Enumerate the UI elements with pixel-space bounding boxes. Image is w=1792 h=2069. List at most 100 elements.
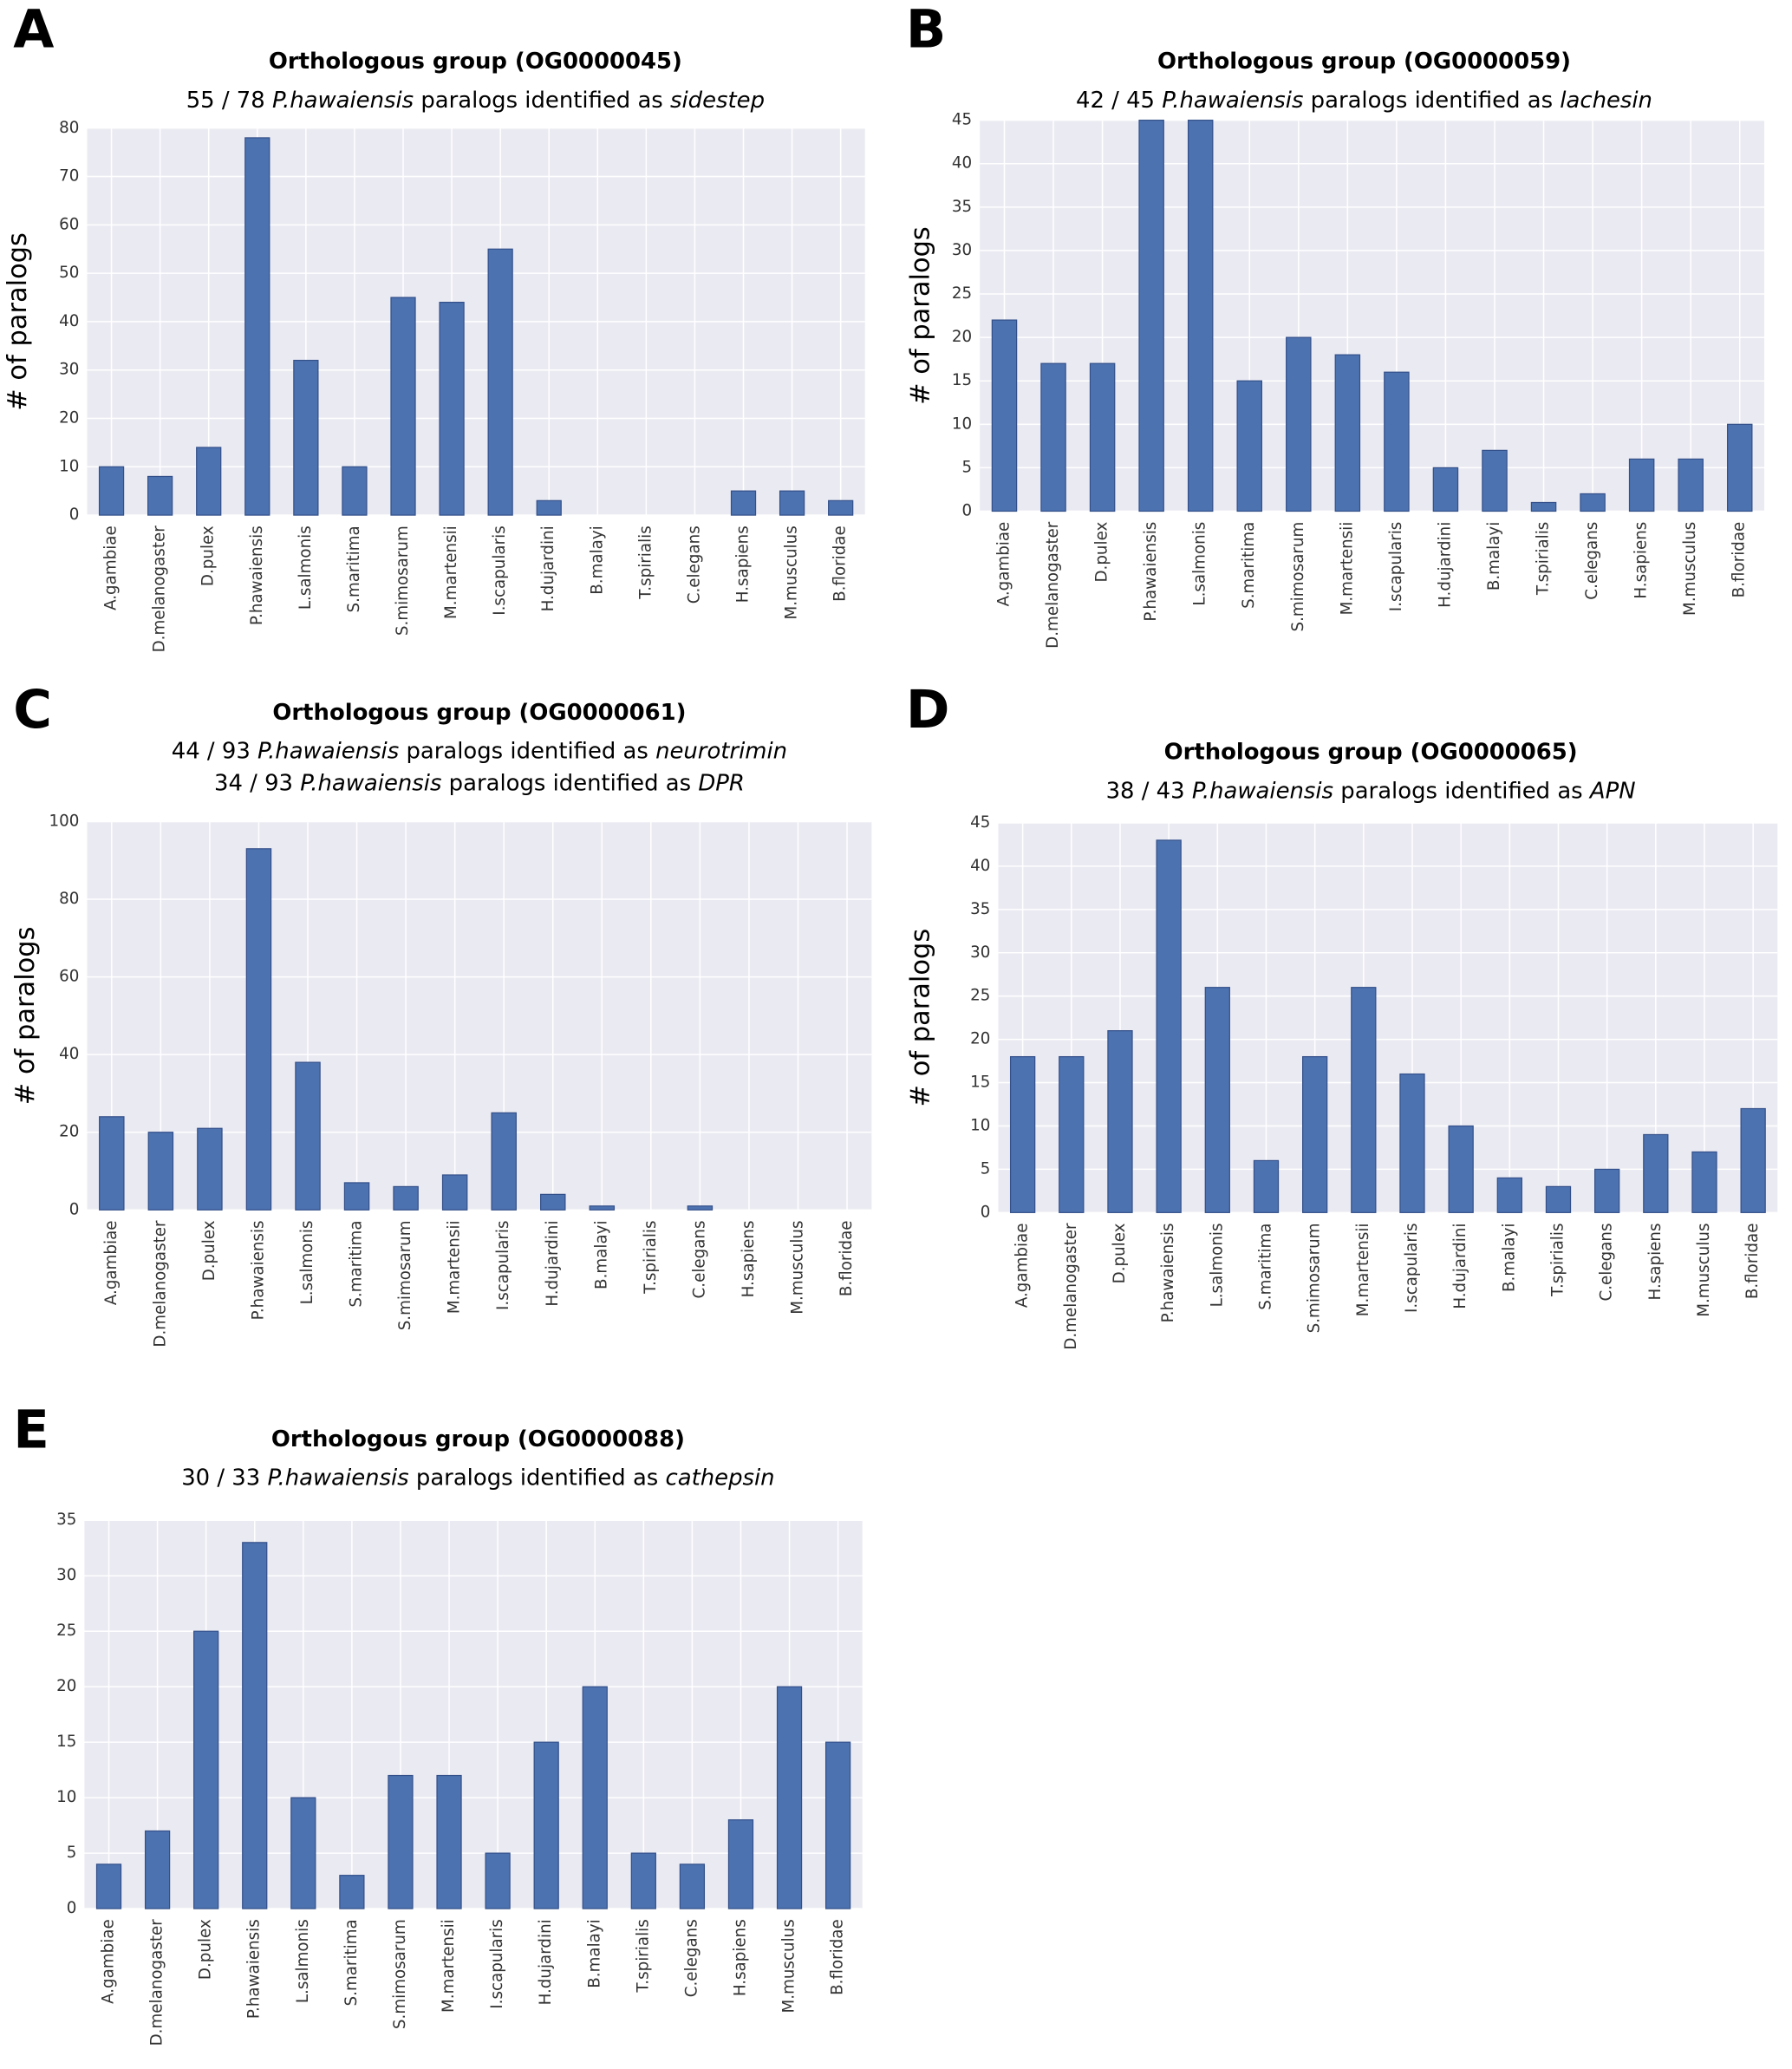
bar	[1351, 987, 1377, 1213]
subtitle-part: P.hawaiensis	[1162, 87, 1303, 113]
bar	[1678, 458, 1704, 512]
x-tick-label: P.hawaiensis	[1159, 1224, 1177, 1323]
x-tick-label: D.pulex	[199, 525, 218, 586]
y-tick-label: 0	[961, 502, 972, 520]
bar	[582, 1686, 608, 1909]
x-tick-label: T.spirialis	[1548, 1224, 1567, 1297]
bar	[1448, 1125, 1474, 1213]
bar	[439, 301, 465, 516]
y-tick-label: 40	[59, 1045, 79, 1063]
y-tick-label: 40	[59, 312, 79, 330]
x-tick-label: C.elegans	[682, 1919, 701, 1997]
y-tick-label: 25	[970, 987, 990, 1005]
y-tick-label: 15	[970, 1074, 990, 1092]
bar	[1334, 354, 1361, 512]
bar	[1138, 120, 1164, 512]
x-tick-label: T.spirialis	[634, 1919, 652, 1993]
bar	[393, 1185, 419, 1211]
x-tick-label: D.melanogaster	[151, 1220, 169, 1348]
x-tick-label: S.mimosarum	[394, 525, 412, 636]
y-tick-label: 25	[56, 1622, 76, 1640]
bar	[1482, 449, 1508, 512]
x-tick-label: H.dujardini	[1451, 1224, 1469, 1309]
bar	[1059, 1055, 1085, 1213]
y-tick-label: 5	[961, 458, 972, 476]
x-tick-label: A.gambiae	[102, 1220, 121, 1305]
bar	[533, 1741, 559, 1909]
bar	[536, 499, 562, 516]
y-tick-label: 30	[970, 943, 990, 962]
bar	[540, 1193, 566, 1211]
x-tick-label: H.sapiens	[731, 1919, 749, 1996]
bar	[1384, 371, 1410, 512]
x-tick-label: H.sapiens	[1632, 522, 1651, 599]
bar	[1580, 493, 1606, 512]
x-tick-label: I.scapularis	[1403, 1224, 1421, 1314]
subtitle-part: paralogs identified as	[414, 87, 670, 113]
y-tick-label: 5	[981, 1159, 991, 1178]
subtitle-part: P.hawaiensis	[267, 1465, 408, 1491]
bar	[1726, 423, 1753, 512]
bar	[779, 490, 805, 516]
subtitle-part: cathepsin	[666, 1465, 775, 1491]
x-tick-label: B.malayi	[1500, 1224, 1518, 1292]
bar	[342, 466, 368, 516]
bar	[193, 1630, 219, 1909]
x-tick-label: P.hawaiensis	[249, 1220, 267, 1320]
bar	[1643, 1133, 1669, 1213]
subtitle-part: 55 / 78	[186, 87, 272, 113]
bar	[828, 499, 854, 516]
x-tick-label: B.malayi	[588, 525, 606, 594]
x-tick-label: I.scapularis	[488, 1919, 506, 2009]
x-tick-label: S.maritima	[348, 1220, 366, 1307]
bar	[1156, 839, 1182, 1213]
bar	[487, 248, 513, 516]
y-tick-label: 15	[952, 371, 972, 389]
y-tick-label: 0	[981, 1203, 991, 1221]
bar	[727, 1819, 754, 1909]
x-tick-label: S.maritima	[1256, 1224, 1274, 1310]
subtitle-part: APN	[1588, 778, 1636, 804]
x-tick-label: C.elegans	[1583, 522, 1601, 600]
bar	[1089, 362, 1116, 512]
x-tick-label: B.malayi	[592, 1220, 610, 1289]
y-tick-label: 35	[970, 900, 990, 918]
x-tick-label: H.sapiens	[740, 1220, 758, 1297]
bar	[244, 137, 270, 516]
x-tick-label: A.gambiae	[102, 525, 121, 610]
bar	[245, 848, 272, 1211]
y-tick-label: 10	[952, 414, 972, 433]
x-tick-label: M.musculus	[788, 1220, 806, 1314]
subtitle: 42 / 45 P.hawaiensis paralogs identified…	[1076, 87, 1652, 113]
x-tick-label: M.martensii	[446, 1220, 464, 1314]
bar	[339, 1875, 365, 1909]
y-tick-label: 20	[59, 408, 79, 427]
x-tick-label: C.elegans	[1598, 1224, 1616, 1302]
x-tick-label: D.melanogaster	[148, 1919, 166, 2046]
x-tick-label: D.melanogaster	[1044, 521, 1062, 649]
y-tick-label: 30	[59, 361, 79, 379]
subtitle: 38 / 43 P.hawaiensis paralogs identified…	[1106, 778, 1636, 804]
bar	[441, 1174, 468, 1211]
x-tick-label: B.floridae	[831, 525, 850, 602]
x-tick-label: A.gambiae	[1013, 1224, 1032, 1309]
bar	[1286, 336, 1312, 512]
subtitle-part: paralogs identified as	[1333, 778, 1590, 804]
bar	[147, 1132, 174, 1211]
x-tick-label: M.martensii	[1354, 1224, 1372, 1317]
bar	[196, 447, 222, 516]
x-tick-label: S.mimosarum	[396, 1220, 414, 1330]
bar	[1187, 120, 1214, 512]
bar	[1236, 380, 1262, 512]
subtitle: 34 / 93 P.hawaiensis paralogs identified…	[214, 770, 745, 796]
subtitle-part: lachesin	[1560, 87, 1652, 113]
x-tick-label: M.martensii	[1338, 522, 1356, 616]
x-tick-label: H.dujardini	[537, 1919, 555, 2005]
x-tick-label: M.musculus	[780, 1919, 798, 2013]
chart-title: Orthologous group (OG0000059)	[1157, 49, 1571, 75]
x-tick-label: D.pulex	[1093, 521, 1111, 582]
subtitle: 44 / 93 P.hawaiensis paralogs identified…	[172, 738, 787, 764]
panel-letter: C	[13, 679, 52, 741]
bar	[1301, 1055, 1328, 1213]
y-tick-label: 40	[952, 154, 972, 173]
